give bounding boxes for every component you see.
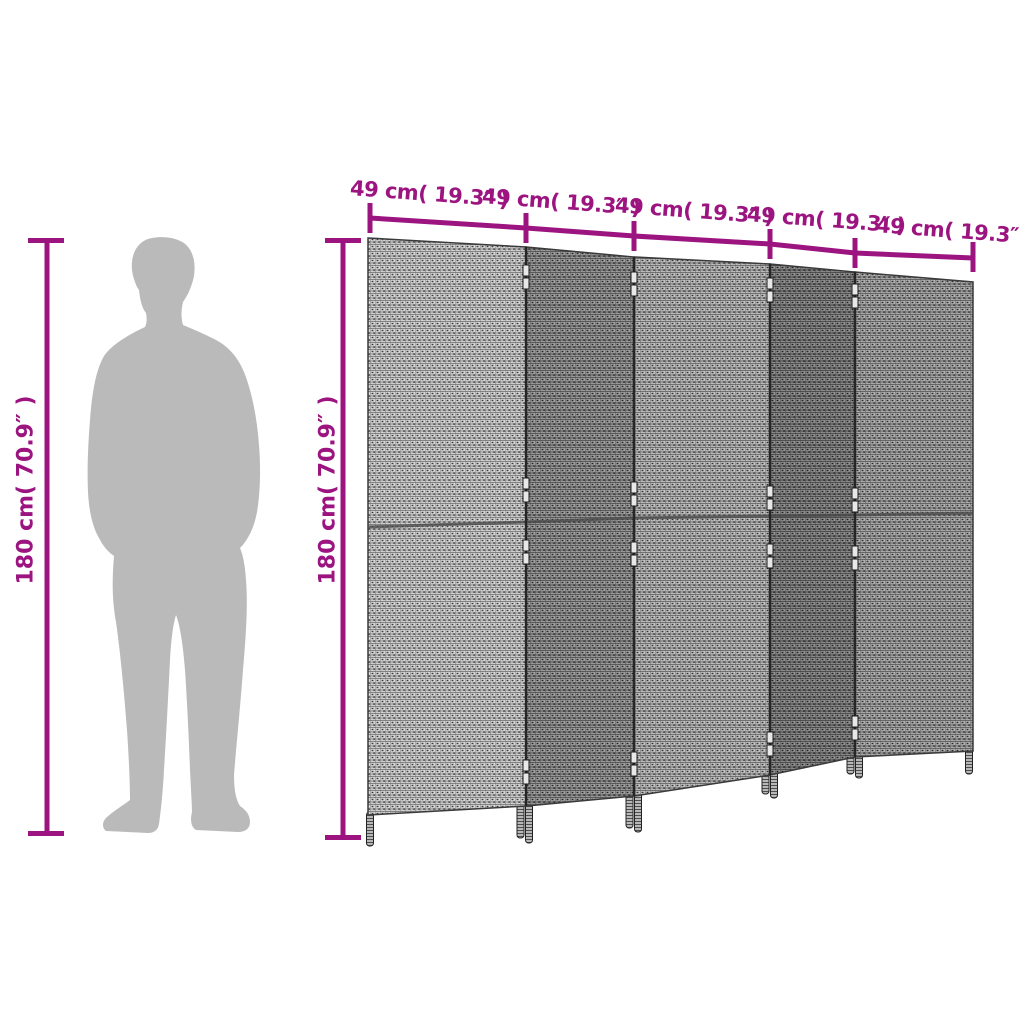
hinge-icon xyxy=(851,715,859,741)
divider-height-label: 180 cm( 70.9″ ) xyxy=(315,395,341,585)
hinge-icon xyxy=(522,759,530,785)
hinge-icon xyxy=(630,541,638,567)
hinge-icon xyxy=(851,487,859,513)
hinge-icon xyxy=(630,271,638,297)
hinge-icon xyxy=(766,485,774,511)
person-silhouette xyxy=(87,237,261,834)
panel-width-dimension-line xyxy=(367,203,976,272)
divider-height-dimension-line xyxy=(325,238,361,840)
panel-3 xyxy=(633,256,771,797)
hinge-icon xyxy=(766,543,774,569)
hinge-icon xyxy=(766,731,774,757)
panel-foot xyxy=(366,811,374,847)
hinge-icon xyxy=(522,539,530,565)
hinge-icon xyxy=(851,545,859,571)
panel-2 xyxy=(525,246,635,807)
panel-4 xyxy=(769,263,856,776)
panel-fold-lines xyxy=(524,247,857,806)
divider-hinges xyxy=(522,264,859,785)
hinge-icon xyxy=(522,477,530,503)
person-height-label: 180 cm( 70.9″ ) xyxy=(13,395,39,585)
hinge-icon xyxy=(766,277,774,303)
hinge-icon xyxy=(851,283,859,309)
person-height-dimension-line xyxy=(28,238,64,836)
hinge-icon xyxy=(630,481,638,507)
room-divider-illustration xyxy=(366,237,974,847)
divider-mid-seam xyxy=(367,511,974,529)
hinge-icon xyxy=(630,751,638,777)
hinge-icon xyxy=(522,264,530,290)
